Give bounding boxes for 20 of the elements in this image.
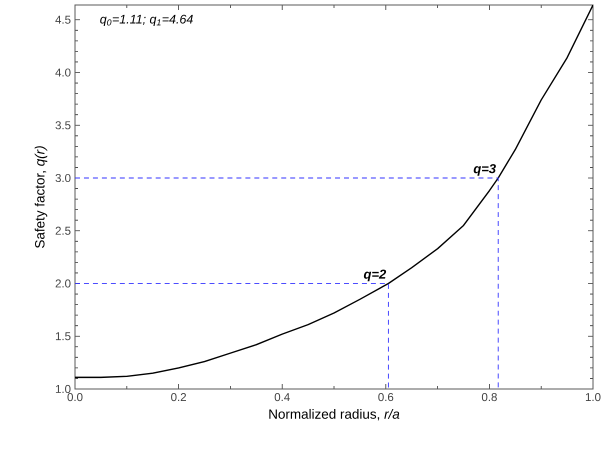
y-tick-label: 2.5 — [56, 226, 71, 235]
y-tick-label: 4.0 — [55, 68, 71, 77]
x-tick-label: 1.0 — [586, 393, 601, 402]
x-tick-label: 0.6 — [378, 393, 394, 402]
annotation: q=3 — [474, 164, 496, 176]
y-axis-title: Safety factor, q(r) — [34, 146, 48, 248]
x-tick-label: 0.4 — [274, 393, 290, 402]
x-tick-label: 0.8 — [482, 393, 497, 402]
y-tick-label: 4.5 — [55, 16, 71, 24]
y-tick-label: 1.5 — [56, 332, 71, 340]
line-series — [75, 4, 594, 378]
annotation: q=2 — [364, 270, 386, 282]
y-tick-label: 1.0 — [56, 384, 71, 394]
annotation: q$_{0}$=1.11; q$_{1}$=4.64 — [100, 14, 193, 26]
x-tick-label: 0.2 — [171, 393, 186, 402]
x-axis-title: Normalized radius, r/a — [269, 408, 400, 420]
x-tick-label: 0.0 — [67, 393, 83, 402]
y-tick-label: 3.0 — [56, 174, 71, 182]
y-tick-label: 3.5 — [56, 121, 71, 130]
y-tick-label: 2.0 — [56, 279, 71, 288]
